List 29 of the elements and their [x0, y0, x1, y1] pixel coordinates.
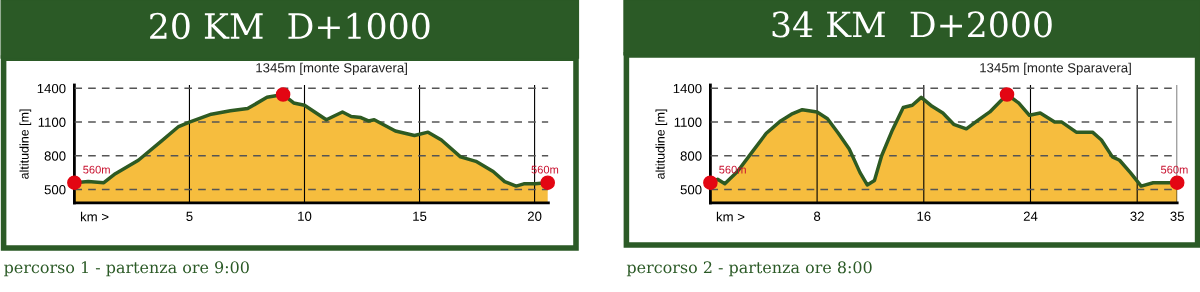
x-tick-label: 20 [527, 211, 542, 221]
text: percorso 1 - partenza ore 9:00 [4, 261, 249, 277]
y-tick-label: 1100 [674, 117, 702, 127]
x-axis-title: km > [80, 211, 109, 222]
x-tick-label: 35 [1170, 211, 1184, 221]
y-axis-title: altitudine [m] [655, 109, 668, 179]
annotation: 1345m [monte Sparavera] [980, 62, 1131, 76]
x-axis-title: km > [716, 211, 745, 222]
annotation: 1345m [monte Sparavera] [256, 62, 407, 76]
y-axis-title: altitudine [m] [19, 109, 32, 179]
x-tick-label: 32 [1130, 211, 1144, 221]
y-tick-label: 500 [44, 185, 66, 195]
y-tick-label: 800 [44, 151, 66, 161]
x-tick-label: 15 [413, 211, 427, 221]
y-tick-label: 1400 [37, 83, 66, 94]
x-tick-label: 5 [186, 211, 193, 221]
x-tick-label: 24 [1023, 211, 1038, 221]
y-tick-label: 1400 [673, 83, 702, 94]
text: percorso 2 - partenza ore 8:00 [626, 261, 872, 277]
y-tick-label: 1100 [38, 117, 66, 127]
chart-title: 20 KM D+1000 [150, 12, 430, 40]
annotation: 560m [83, 165, 110, 174]
x-tick-label: 10 [298, 211, 312, 221]
chart-title: 34 KM D+2000 [772, 11, 1052, 38]
y-tick-label: 800 [680, 151, 702, 161]
x-tick-label: 8 [814, 211, 821, 221]
y-tick-label: 500 [680, 185, 702, 195]
annotation: 560m [1160, 165, 1188, 174]
x-tick-label: 16 [917, 211, 931, 221]
